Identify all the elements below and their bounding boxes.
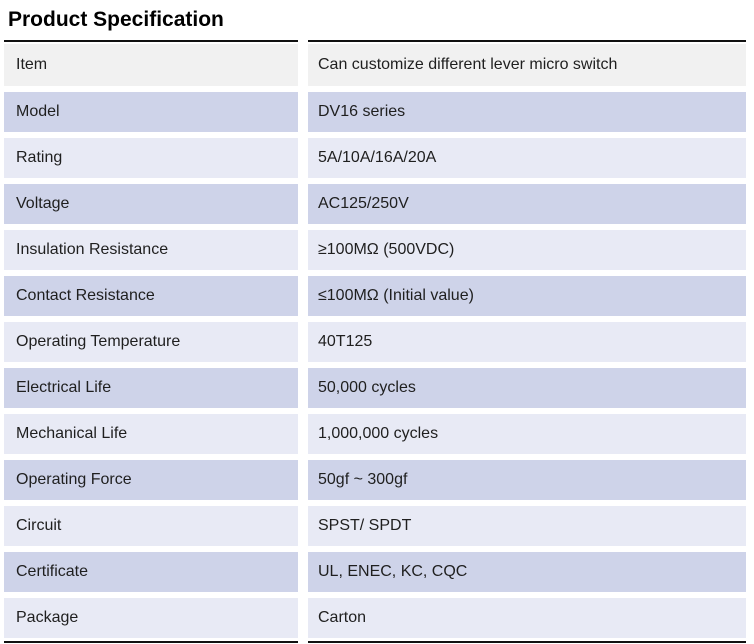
row-key-label: Circuit <box>4 506 298 546</box>
table-row-voltage: Voltage AC125/250V <box>4 184 750 224</box>
bottom-rule-right-segment <box>308 641 746 643</box>
table-row-circuit: Circuit SPST/ SPDT <box>4 506 750 546</box>
table-row-model: Model DV16 series <box>4 92 750 132</box>
table-row-certificate: Certificate UL, ENEC, KC, CQC <box>4 552 750 592</box>
row-key-label: Voltage <box>4 184 298 224</box>
table-bottom-rule <box>4 641 750 643</box>
row-value-label: 50,000 cycles <box>308 368 746 408</box>
table-row-insulation-resistance: Insulation Resistance ≥100MΩ (500VDC) <box>4 230 750 270</box>
row-key-label: Mechanical Life <box>4 414 298 454</box>
bottom-rule-left-segment <box>4 641 298 643</box>
row-value-label: UL, ENEC, KC, CQC <box>308 552 746 592</box>
row-key-label: Rating <box>4 138 298 178</box>
row-value-label: 50gf ~ 300gf <box>308 460 746 500</box>
row-key-label: Contact Resistance <box>4 276 298 316</box>
top-rule-right-segment <box>308 40 746 42</box>
row-value-label: AC125/250V <box>308 184 746 224</box>
top-rule-left-segment <box>4 40 298 42</box>
table-row-electrical-life: Electrical Life 50,000 cycles <box>4 368 750 408</box>
row-value-label: SPST/ SPDT <box>308 506 746 546</box>
table-row-package: Package Carton <box>4 598 750 638</box>
row-key-label: Operating Force <box>4 460 298 500</box>
table-row-operating-temperature: Operating Temperature 40T125 <box>4 322 750 362</box>
header-value-cell: Can customize different lever micro swit… <box>308 44 746 86</box>
header-key-cell: Item <box>4 44 298 86</box>
row-key-label: Operating Temperature <box>4 322 298 362</box>
table-row-mechanical-life: Mechanical Life 1,000,000 cycles <box>4 414 750 454</box>
page-title: Product Specification <box>8 8 224 31</box>
table-row-contact-resistance: Contact Resistance ≤100MΩ (Initial value… <box>4 276 750 316</box>
row-value-label: ≤100MΩ (Initial value) <box>308 276 746 316</box>
table-top-rule <box>4 40 750 42</box>
row-value-label: 5A/10A/16A/20A <box>308 138 746 178</box>
spec-table: Item Can customize different lever micro… <box>4 42 750 641</box>
row-key-label: Model <box>4 92 298 132</box>
table-row-rating: Rating 5A/10A/16A/20A <box>4 138 750 178</box>
spec-page: Product Specification Item Can customize… <box>4 0 750 643</box>
table-header-row: Item Can customize different lever micro… <box>4 44 750 86</box>
row-value-label: ≥100MΩ (500VDC) <box>308 230 746 270</box>
row-value-label: Carton <box>308 598 746 638</box>
row-key-label: Package <box>4 598 298 638</box>
row-key-label: Insulation Resistance <box>4 230 298 270</box>
row-key-label: Electrical Life <box>4 368 298 408</box>
row-value-label: DV16 series <box>308 92 746 132</box>
row-key-label: Certificate <box>4 552 298 592</box>
table-row-operating-force: Operating Force 50gf ~ 300gf <box>4 460 750 500</box>
row-value-label: 1,000,000 cycles <box>308 414 746 454</box>
row-value-label: 40T125 <box>308 322 746 362</box>
